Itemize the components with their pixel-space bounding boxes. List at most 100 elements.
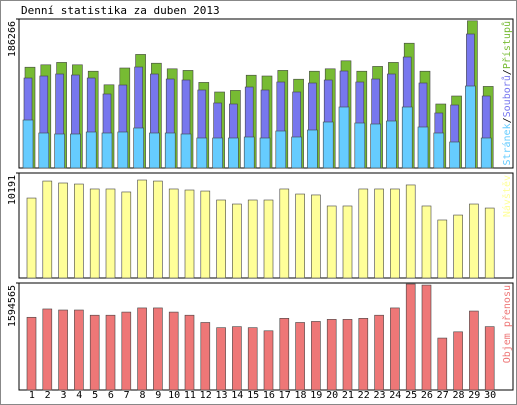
x-tick-label: 7 <box>124 390 130 401</box>
bar <box>275 130 287 169</box>
bar <box>89 314 100 391</box>
bar <box>370 123 381 169</box>
x-tick-label: 11 <box>184 390 196 401</box>
bar <box>232 326 242 391</box>
bar <box>453 331 463 391</box>
bar <box>259 137 271 169</box>
x-tick-label: 21 <box>342 390 354 401</box>
x-tick-label: 25 <box>405 390 417 401</box>
bar <box>437 337 448 391</box>
bar <box>386 120 397 169</box>
x-tick-label: 12 <box>200 390 212 401</box>
bar <box>354 122 366 169</box>
bar <box>243 136 255 169</box>
legend-separator: / <box>502 69 513 75</box>
bar <box>326 205 337 279</box>
bar <box>137 179 147 279</box>
x-tick-label: 6 <box>108 390 114 401</box>
bar <box>342 205 353 279</box>
bar <box>480 137 492 169</box>
x-tick-label: 22 <box>358 390 370 401</box>
bar <box>196 137 208 169</box>
bar <box>263 330 274 391</box>
bar <box>469 310 479 391</box>
bar <box>74 309 84 391</box>
bar <box>484 326 495 391</box>
bar <box>168 311 179 391</box>
bar <box>89 188 100 279</box>
bar <box>338 106 350 169</box>
bar <box>133 127 144 169</box>
bar <box>200 322 211 391</box>
bar <box>437 219 448 279</box>
x-tick-label: 9 <box>155 390 161 401</box>
x-tick-label: 20 <box>326 390 338 401</box>
x-tick-label: 16 <box>263 390 275 401</box>
bar <box>180 133 192 169</box>
bar <box>465 85 476 169</box>
bar <box>322 121 334 169</box>
bar <box>295 322 305 391</box>
x-tick-label: 29 <box>468 390 480 401</box>
bar <box>417 126 429 169</box>
bar <box>401 106 413 169</box>
bar <box>149 132 160 169</box>
bar <box>101 132 113 169</box>
bar <box>184 314 195 391</box>
y-tick-label: 10191 <box>7 175 18 205</box>
legend: Objem přenosu <box>501 285 513 363</box>
bar <box>216 199 226 279</box>
bar <box>168 188 179 279</box>
bar <box>212 137 223 169</box>
bar <box>295 193 305 279</box>
x-tick-label: 5 <box>92 390 98 401</box>
bar <box>421 205 432 279</box>
bar <box>228 137 239 169</box>
bar <box>137 307 147 391</box>
legend-entry: Stránek <box>501 123 513 165</box>
bar <box>247 199 258 279</box>
x-tick-label: 27 <box>437 390 449 401</box>
y-tick-label: 1594565 <box>7 285 18 327</box>
bar <box>263 199 274 279</box>
bar <box>374 188 384 279</box>
bar <box>390 188 400 279</box>
x-tick-label: 14 <box>231 390 243 401</box>
bar <box>421 284 432 391</box>
bar <box>279 188 290 279</box>
x-tick-label: 24 <box>389 390 401 401</box>
bar <box>54 133 65 169</box>
x-tick-label: 4 <box>76 390 82 401</box>
bar <box>247 327 258 391</box>
legend-separator: / <box>502 117 513 123</box>
bar <box>164 132 176 169</box>
bar <box>232 203 242 279</box>
legend: Stránek/Souborů/Přístupů <box>501 21 513 166</box>
bar <box>216 327 226 391</box>
bar <box>153 180 163 279</box>
bar <box>433 132 445 169</box>
legend: Návštěv <box>501 175 513 217</box>
bar <box>38 132 50 169</box>
x-tick-label: 3 <box>60 390 66 401</box>
x-tick-label: 18 <box>294 390 306 401</box>
bar <box>105 314 116 391</box>
bar <box>70 133 81 169</box>
bar <box>453 214 463 279</box>
bar <box>342 319 353 391</box>
bar <box>58 182 68 279</box>
bar <box>85 131 97 169</box>
legend-entry: Návštěv <box>501 175 513 217</box>
x-tick-label: 30 <box>484 390 496 401</box>
x-tick-label: 17 <box>279 390 291 401</box>
bar <box>74 183 84 279</box>
legend-entry: Přístupů <box>501 21 513 69</box>
bar <box>484 207 495 279</box>
bar <box>26 197 37 279</box>
bar <box>311 194 321 279</box>
bar <box>279 318 290 391</box>
bar <box>374 314 384 391</box>
x-tick-label: 19 <box>310 390 322 401</box>
x-tick-label: 23 <box>373 390 385 401</box>
